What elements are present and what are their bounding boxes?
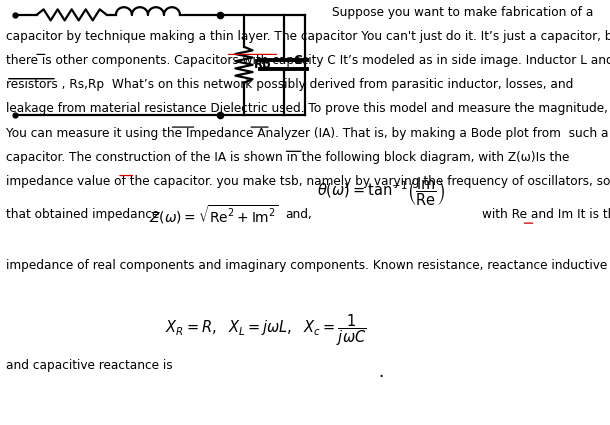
Text: impedance value of the capacitor. you make tsb, namely by varying the frequency : impedance value of the capacitor. you ma… xyxy=(6,175,610,188)
Text: $\theta(\omega) = \tan^{-1}\!\left(\dfrac{\mathrm{Im}}{\mathrm{Re}}\right)$: $\theta(\omega) = \tan^{-1}\!\left(\dfra… xyxy=(317,175,446,207)
Text: C: C xyxy=(293,54,302,67)
Text: with Re and Im It is the: with Re and Im It is the xyxy=(482,208,610,221)
Text: .: . xyxy=(378,363,384,381)
Text: that obtained impedance: that obtained impedance xyxy=(6,208,159,221)
Text: Rp: Rp xyxy=(254,58,271,71)
Text: and capacitive reactance is: and capacitive reactance is xyxy=(6,359,173,372)
Text: $X_R = R,\ \ X_L = j\omega L,\ \ X_c = \dfrac{1}{j\omega C}$: $X_R = R,\ \ X_L = j\omega L,\ \ X_c = \… xyxy=(165,312,366,348)
Text: $Z(\omega) = \sqrt{\mathrm{Re}^2+\mathrm{Im}^2}$: $Z(\omega) = \sqrt{\mathrm{Re}^2+\mathrm… xyxy=(149,203,279,226)
Text: capacitor by technique making a thin layer. The capacitor You can't just do it. : capacitor by technique making a thin lay… xyxy=(6,30,610,43)
Text: and,: and, xyxy=(285,208,312,221)
Text: leakage from material resistance Dielectric used. To prove this model and measur: leakage from material resistance Dielect… xyxy=(6,102,608,116)
Text: impedance of real components and imaginary components. Known resistance, reactan: impedance of real components and imagina… xyxy=(6,259,608,272)
Text: Rs: Rs xyxy=(40,0,58,1)
Text: there is other components. Capacitors with capacity C It’s modeled as in side im: there is other components. Capacitors wi… xyxy=(6,54,610,67)
Text: capacitor. The construction of the IA is shown in the following block diagram, w: capacitor. The construction of the IA is… xyxy=(6,151,570,164)
Text: L: L xyxy=(119,0,127,1)
Text: You can measure it using the Impedance Analyzer (IA). That is, by making a Bode : You can measure it using the Impedance A… xyxy=(6,127,609,140)
Text: Suppose you want to make fabrication of a: Suppose you want to make fabrication of … xyxy=(332,6,594,20)
Text: resistors , Rs,Rp  What’s on this network possibly derived from parasitic induct: resistors , Rs,Rp What’s on this network… xyxy=(6,78,573,91)
